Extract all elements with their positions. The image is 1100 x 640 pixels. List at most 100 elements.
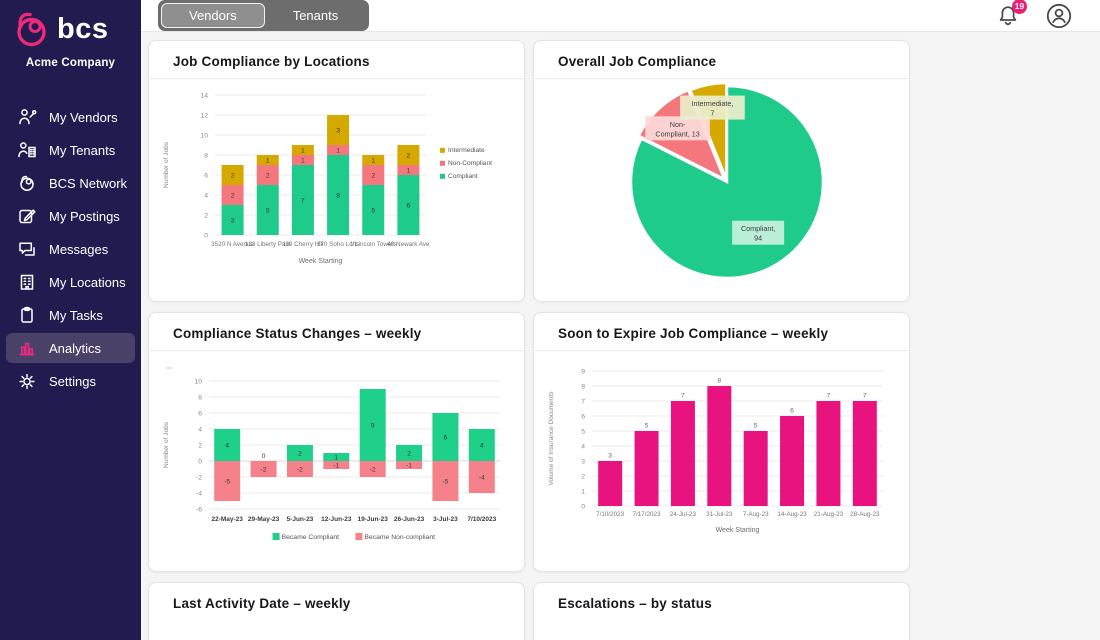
locations-icon [17,272,37,292]
svg-text:Compliant, 13: Compliant, 13 [655,129,699,138]
notifications-button[interactable]: 19 [996,0,1027,28]
svg-text:6: 6 [407,202,411,209]
svg-text:19-Jun-23: 19-Jun-23 [358,516,389,523]
svg-text:7: 7 [681,393,685,400]
sidebar-nav: My Vendors My Tenants BCS Network My Postin… [0,102,141,396]
notification-badge: 19 [1012,0,1027,14]
svg-text:7-Aug-23: 7-Aug-23 [743,511,769,518]
svg-text:12: 12 [200,112,208,119]
sidebar-item-my-postings[interactable]: My Postings [6,201,135,231]
svg-text:Intermediate,: Intermediate, [691,99,733,108]
sidebar-item-label: My Postings [49,208,120,224]
vendors-toggle-button[interactable]: Vendors [161,3,265,28]
svg-text:6: 6 [444,434,448,441]
vendors-icon [17,107,37,127]
svg-text:5: 5 [581,428,585,435]
sidebar-item-bcs-network[interactable]: BCS Network [6,168,135,198]
sidebar-item-my-vendors[interactable]: My Vendors [6,102,135,132]
card-title-compliance-status-changes: Compliance Status Changes – weekly [173,326,422,341]
svg-text:8: 8 [717,378,721,385]
svg-text:9: 9 [581,368,585,375]
svg-text:4: 4 [198,426,202,433]
tasks-icon [17,305,37,325]
svg-text:26-Jun-23: 26-Jun-23 [394,516,425,523]
card-title-last-activity-date: Last Activity Date – weekly [173,596,351,611]
svg-text:4: 4 [480,442,484,449]
sidebar-item-my-tasks[interactable]: My Tasks [6,300,135,330]
card-title-job-compliance-by-locations: Job Compliance by Locations [173,54,370,69]
svg-text:14-Aug-23: 14-Aug-23 [777,511,807,518]
sidebar: bcs Acme Company My Vendors My Tenants BCS… [0,0,141,640]
settings-icon [17,371,37,391]
sidebar-item-label: My Tasks [49,307,103,323]
profile-icon [1044,3,1074,35]
svg-text:2: 2 [407,152,411,159]
svg-text:2: 2 [204,212,208,219]
svg-text:-1: -1 [333,462,339,469]
svg-text:Number of Jobs: Number of Jobs [163,421,170,468]
sidebar-item-my-locations[interactable]: My Locations [6,267,135,297]
svg-text:8: 8 [581,383,585,390]
svg-text:4: 4 [581,443,585,450]
sidebar-item-analytics[interactable]: Analytics [6,333,135,363]
svg-text:2: 2 [198,442,202,449]
svg-text:2: 2 [298,450,302,457]
svg-text:1: 1 [301,147,305,154]
svg-text:21-Aug-23: 21-Aug-23 [814,511,844,518]
svg-text:8: 8 [198,394,202,401]
sidebar-item-label: Settings [49,373,96,389]
svg-text:5: 5 [371,207,375,214]
svg-text:-2: -2 [297,466,303,473]
sidebar-item-settings[interactable]: Settings [6,366,135,396]
profile-button[interactable] [1044,1,1074,31]
dashboard-content: Job Compliance by Locations 0 2 4 6 8 10 12 14 3… [141,32,1100,640]
svg-text:28-Aug-23: 28-Aug-23 [850,511,880,518]
svg-text:1: 1 [371,157,375,164]
sidebar-item-messages[interactable]: Messages [6,234,135,264]
svg-text:2: 2 [231,172,235,179]
svg-text:6: 6 [790,408,794,415]
svg-text:Non-Compliant: Non-Compliant [448,160,492,167]
vendors-tenants-toggle: Vendors Tenants [158,0,370,31]
card-title-soon-to-expire: Soon to Expire Job Compliance – weekly [558,326,829,341]
sidebar-item-my-tenants[interactable]: My Tenants [6,135,135,165]
sidebar-item-label: BCS Network [49,175,128,191]
svg-text:Non-: Non- [670,120,686,129]
svg-text:-4: -4 [196,490,202,497]
svg-text:10: 10 [194,378,202,385]
svg-text:Number of Jobs: Number of Jobs [163,141,170,188]
tenants-icon [17,140,37,160]
postings-icon [17,206,37,226]
svg-text:Week Starting: Week Starting [716,527,760,534]
card-job-compliance-by-locations: Job Compliance by Locations 0 2 4 6 8 10 12 14 3… [148,40,525,302]
card-escalations-by-status: Escalations – by status [533,582,910,640]
tenants-toggle-button[interactable]: Tenants [265,3,367,28]
card-title-overall-job-compliance: Overall Job Compliance [558,54,717,69]
svg-text:7: 7 [710,109,714,118]
svg-text:3: 3 [608,453,612,460]
svg-text:12-Jun-23: 12-Jun-23 [321,516,352,523]
logo-text: bcs [57,13,109,45]
svg-text:5-Jun-23: 5-Jun-23 [287,516,314,523]
svg-text:3: 3 [581,458,585,465]
svg-text:1: 1 [301,157,305,164]
svg-text:3520 N Avenue: 3520 N Avenue [211,241,254,248]
sidebar-item-label: My Locations [49,274,126,290]
company-name: Acme Company [25,57,116,69]
svg-text:31-Jul-23: 31-Jul-23 [706,511,733,518]
topbar: Vendors Tenants 19 [141,0,1100,32]
svg-text:5: 5 [754,423,758,430]
messages-icon [17,239,37,259]
svg-text:5: 5 [266,207,270,214]
svg-text:1: 1 [581,488,585,495]
svg-text:1 Lincoln Towers: 1 Lincoln Towers [350,241,397,248]
svg-text:-2: -2 [370,466,376,473]
card-compliance-status-changes: Compliance Status Changes – weekly -6 -4-… [148,312,525,572]
svg-text:22-May-23: 22-May-23 [211,516,243,523]
analytics-icon [17,338,37,358]
bell-icon [996,5,1020,32]
card-last-activity-date: Last Activity Date – weekly [148,582,525,640]
svg-text:7: 7 [581,398,585,405]
card-overall-job-compliance: Overall Job Compliance Compliant, 94 Non- C… [533,40,910,302]
